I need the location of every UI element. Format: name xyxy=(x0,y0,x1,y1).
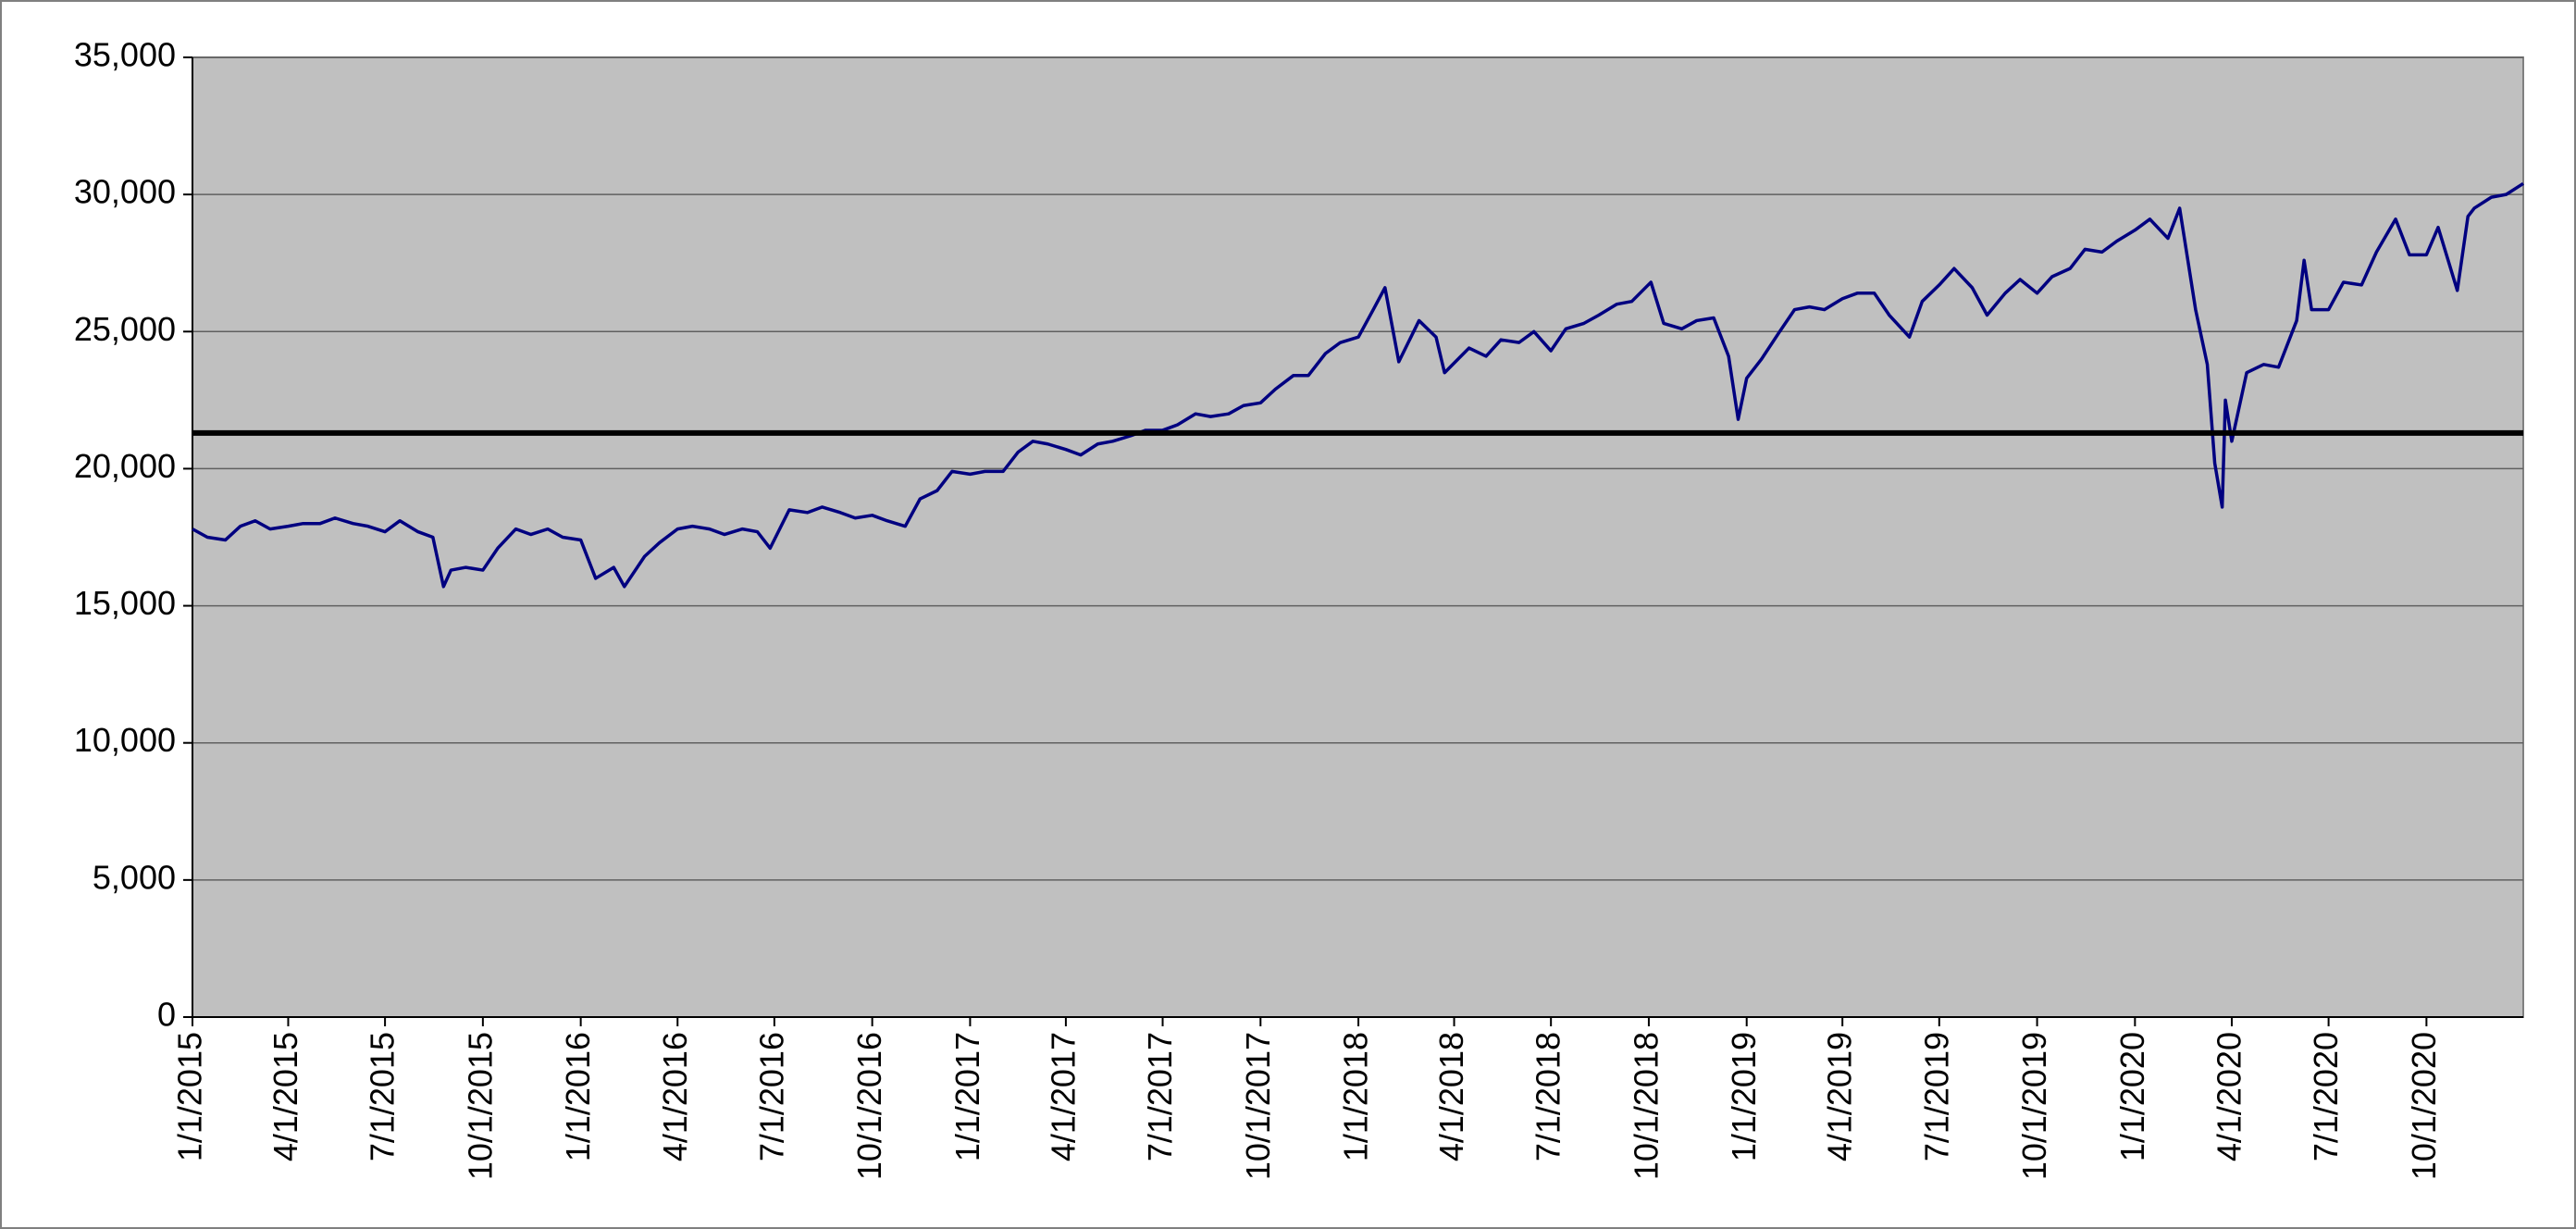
y-tick-label: 10,000 xyxy=(74,721,176,759)
x-tick-label: 7/1/2016 xyxy=(752,1032,790,1161)
x-tick-label: 1/1/2015 xyxy=(171,1032,209,1161)
plot-area xyxy=(192,56,2524,1018)
x-tick-label: 10/1/2019 xyxy=(2015,1032,2053,1180)
x-tick-label: 7/1/2020 xyxy=(2307,1032,2345,1161)
x-tick-label: 7/1/2017 xyxy=(1141,1032,1179,1161)
x-tick-label: 10/1/2016 xyxy=(850,1032,888,1180)
x-tick-label: 7/1/2018 xyxy=(1530,1032,1567,1161)
y-tick-label: 0 xyxy=(157,996,176,1034)
x-tick-label: 4/1/2019 xyxy=(1821,1032,1859,1161)
x-tick-label: 7/1/2015 xyxy=(364,1032,402,1161)
x-tick-label: 1/1/2018 xyxy=(1337,1032,1375,1161)
x-tick-label: 4/1/2016 xyxy=(656,1032,694,1161)
x-tick-label: 1/1/2017 xyxy=(948,1032,986,1161)
x-tick-label: 4/1/2018 xyxy=(1432,1032,1470,1161)
x-tick-label: 10/1/2015 xyxy=(461,1032,499,1180)
x-tick-label: 1/1/2020 xyxy=(2113,1032,2151,1161)
y-tick-label: 15,000 xyxy=(74,584,176,622)
y-tick-label: 30,000 xyxy=(74,173,176,211)
x-tick-label: 4/1/2017 xyxy=(1044,1032,1082,1161)
x-tick-label: 4/1/2015 xyxy=(266,1032,304,1161)
x-tick-label: 1/1/2019 xyxy=(1725,1032,1763,1161)
x-tick-label: 4/1/2020 xyxy=(2210,1032,2248,1161)
x-tick-label: 10/1/2017 xyxy=(1239,1032,1277,1180)
x-tick-label: 7/1/2019 xyxy=(1917,1032,1955,1161)
y-tick-label: 5,000 xyxy=(93,858,176,896)
y-tick-label: 20,000 xyxy=(74,447,176,485)
x-tick-label: 10/1/2018 xyxy=(1627,1032,1665,1180)
x-tick-label: 1/1/2016 xyxy=(559,1032,597,1161)
x-tick-label: 10/1/2020 xyxy=(2405,1032,2443,1180)
y-tick-label: 35,000 xyxy=(74,36,176,74)
line-series xyxy=(192,181,2524,589)
y-tick-label: 25,000 xyxy=(74,310,176,348)
